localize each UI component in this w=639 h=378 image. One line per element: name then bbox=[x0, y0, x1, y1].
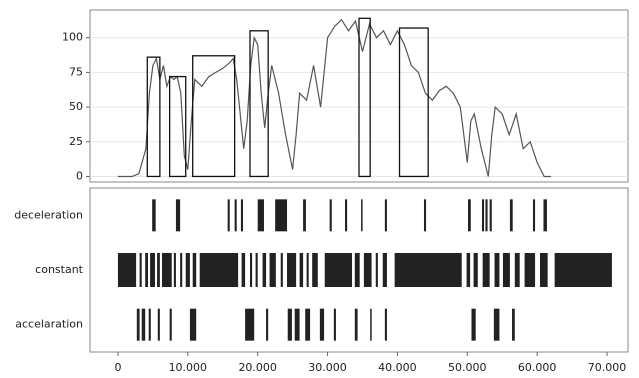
event-bar bbox=[502, 253, 510, 287]
event-bar bbox=[180, 253, 183, 287]
event-bar bbox=[266, 308, 269, 341]
x-tick-label: 30.000 bbox=[308, 361, 347, 374]
highlight-box bbox=[146, 56, 161, 178]
event-bar bbox=[354, 308, 358, 341]
row-label: deceleration bbox=[14, 208, 83, 221]
event-bar bbox=[473, 253, 478, 287]
highlight-box bbox=[249, 30, 269, 178]
event-bar bbox=[509, 199, 513, 232]
x-tick-label: 20.000 bbox=[238, 361, 277, 374]
event-bar bbox=[257, 199, 264, 232]
event-bar bbox=[467, 199, 471, 232]
event-bar bbox=[305, 308, 311, 341]
event-bar bbox=[275, 199, 288, 232]
highlight-box bbox=[192, 55, 236, 178]
event-bar bbox=[512, 308, 515, 341]
highlight-box bbox=[358, 17, 371, 178]
event-bar bbox=[532, 199, 536, 232]
event-bar bbox=[306, 253, 309, 287]
event-bar bbox=[554, 253, 612, 287]
event-bar bbox=[524, 253, 536, 287]
event-bar bbox=[493, 308, 500, 341]
event-bar bbox=[370, 308, 372, 341]
event-bar bbox=[240, 199, 244, 232]
event-bar bbox=[354, 253, 360, 287]
event-bar bbox=[299, 253, 304, 287]
event-bar bbox=[117, 253, 137, 287]
event-bar bbox=[312, 253, 318, 287]
event-bar bbox=[250, 253, 253, 287]
y-tick-label: 75 bbox=[69, 65, 83, 78]
row-label: constant bbox=[35, 263, 84, 276]
event-bar bbox=[287, 253, 297, 287]
event-bar bbox=[157, 308, 160, 341]
event-bar bbox=[324, 253, 353, 287]
event-bar bbox=[136, 308, 140, 341]
event-bar bbox=[175, 199, 181, 232]
event-bar bbox=[192, 253, 197, 287]
event-bar bbox=[333, 308, 336, 341]
event-bar bbox=[319, 308, 325, 341]
event-bar bbox=[234, 199, 237, 232]
event-bar bbox=[361, 199, 363, 232]
event-bar bbox=[423, 199, 427, 232]
event-bar bbox=[152, 199, 156, 232]
event-bar bbox=[148, 308, 151, 341]
event-bar bbox=[471, 308, 476, 341]
event-bar bbox=[482, 253, 490, 287]
event-bar bbox=[539, 253, 548, 287]
x-tick-label: 0 bbox=[114, 361, 121, 374]
event-bar bbox=[255, 253, 258, 287]
x-tick-label: 70.000 bbox=[588, 361, 627, 374]
event-bar bbox=[185, 253, 190, 287]
event-bar bbox=[157, 253, 160, 287]
event-bar bbox=[466, 253, 471, 287]
event-bar bbox=[161, 253, 172, 287]
event-bar bbox=[394, 253, 462, 287]
event-bar bbox=[494, 253, 500, 287]
event-bar bbox=[384, 199, 387, 232]
event-bar bbox=[145, 253, 148, 287]
event-bar bbox=[303, 199, 306, 232]
event-bar bbox=[173, 253, 176, 287]
event-bar bbox=[329, 199, 332, 232]
event-bar bbox=[382, 253, 387, 287]
event-bar bbox=[514, 253, 520, 287]
event-bar bbox=[543, 199, 547, 232]
x-tick-label: 60.000 bbox=[518, 361, 557, 374]
x-tick-label: 10.000 bbox=[169, 361, 208, 374]
event-bar bbox=[245, 308, 255, 341]
y-tick-label: 50 bbox=[69, 100, 83, 113]
event-bar bbox=[345, 199, 348, 232]
x-tick-label: 50.000 bbox=[448, 361, 487, 374]
highlight-box bbox=[169, 75, 187, 178]
event-bar bbox=[241, 253, 246, 287]
event-bar bbox=[485, 199, 488, 232]
event-bar bbox=[375, 253, 378, 287]
event-bar bbox=[294, 308, 300, 341]
event-bar bbox=[139, 253, 142, 287]
event-bar bbox=[287, 308, 292, 341]
y-tick-label: 0 bbox=[76, 169, 83, 182]
event-bar bbox=[199, 253, 239, 287]
event-bar bbox=[363, 253, 372, 287]
event-bar bbox=[280, 253, 283, 287]
event-bar bbox=[262, 253, 267, 287]
y-tick-label: 25 bbox=[69, 135, 83, 148]
event-bar bbox=[269, 253, 276, 287]
event-bar bbox=[227, 199, 230, 232]
event-bar bbox=[189, 308, 197, 341]
event-bar bbox=[489, 199, 492, 232]
event-bar bbox=[169, 308, 172, 341]
highlight-box bbox=[398, 27, 429, 178]
event-bar bbox=[141, 308, 146, 341]
row-label: accelaration bbox=[15, 318, 83, 331]
x-tick-label: 40.000 bbox=[378, 361, 417, 374]
event-bar bbox=[481, 199, 485, 232]
y-tick-label: 100 bbox=[62, 31, 83, 44]
event-bar bbox=[150, 253, 155, 287]
event-bar bbox=[384, 308, 387, 341]
